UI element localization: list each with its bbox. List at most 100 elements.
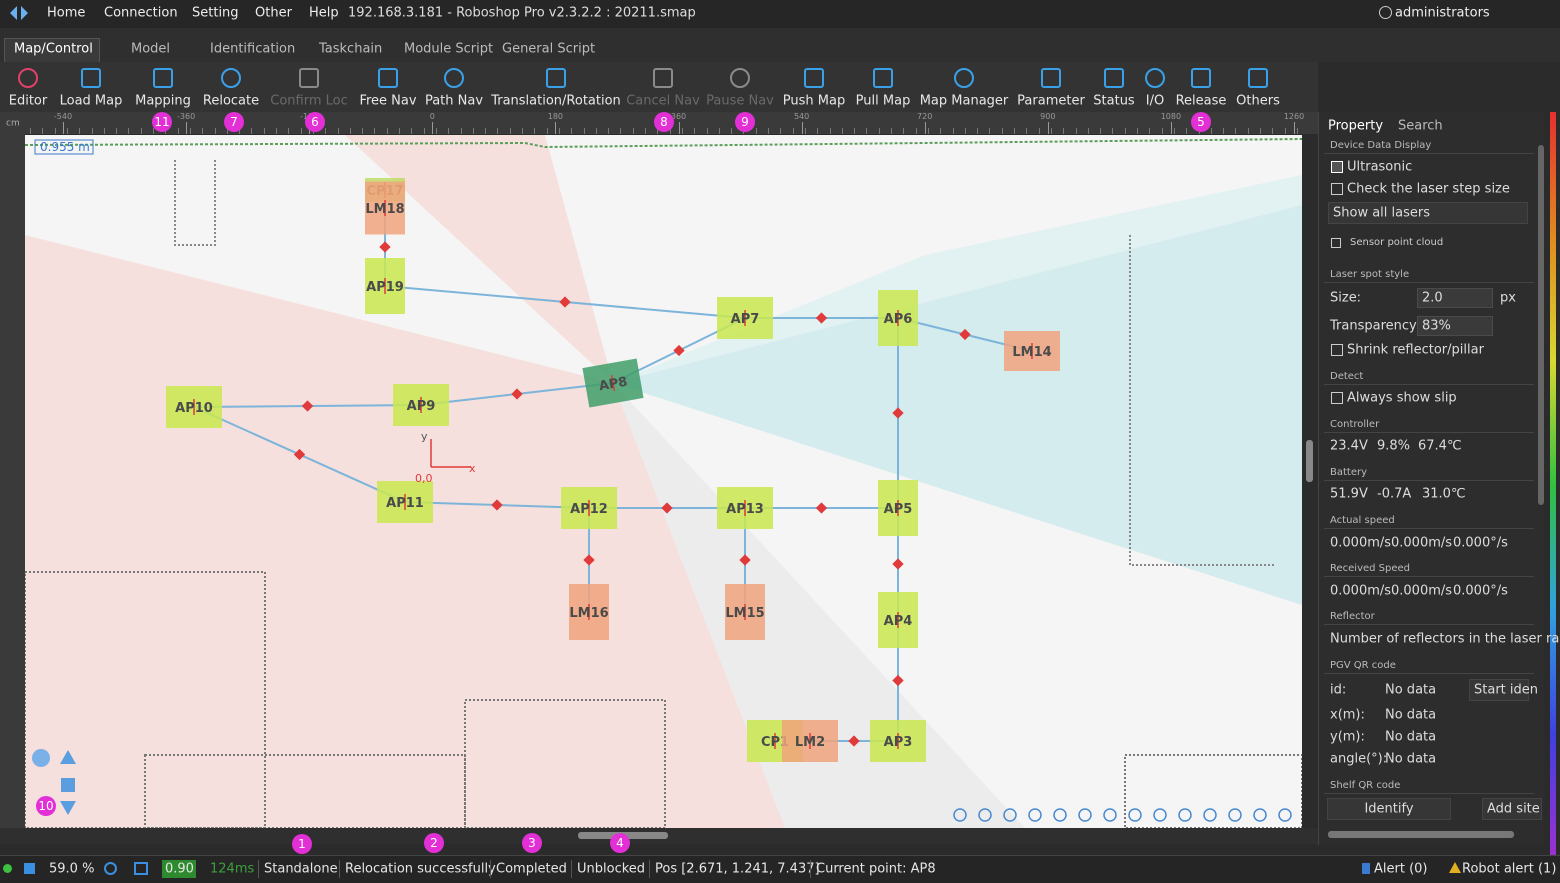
v-scroll-thumb[interactable] bbox=[1306, 440, 1313, 482]
map-node[interactable]: AP5 bbox=[878, 480, 918, 536]
map-node[interactable]: LM14 bbox=[1004, 331, 1060, 371]
toolbar-button[interactable]: Path Nav bbox=[424, 93, 484, 109]
toolbar-icon[interactable] bbox=[1041, 68, 1061, 88]
checkbox-label[interactable]: Ultrasonic bbox=[1347, 159, 1413, 175]
map-node[interactable]: AP13 bbox=[717, 487, 773, 529]
checkbox-label[interactable]: Sensor point cloud bbox=[1350, 237, 1444, 248]
dropdown[interactable] bbox=[1417, 316, 1493, 336]
toolbar-icon bbox=[730, 68, 750, 88]
ruler-minor-tick bbox=[829, 128, 831, 134]
toolbar-button[interactable]: Translation/Rotation bbox=[491, 93, 621, 109]
tab[interactable]: Map/Control bbox=[14, 41, 93, 57]
toolbar-button[interactable]: Map Manager bbox=[919, 93, 1009, 109]
map-node[interactable]: AP19 bbox=[365, 258, 405, 314]
ruler-minor-tick bbox=[1149, 128, 1151, 134]
readout-value: 31.0℃ bbox=[1422, 486, 1466, 502]
panel-button[interactable]: Start iden bbox=[1474, 682, 1538, 698]
map-node[interactable]: LM16 bbox=[569, 584, 609, 640]
checkbox[interactable] bbox=[1331, 161, 1343, 173]
map-canvas[interactable]: 0.955 mCP17LM18AP19AP7AP6LM14AP8AP10AP9A… bbox=[25, 135, 1302, 828]
field-value[interactable]: 83% bbox=[1422, 318, 1451, 334]
toolbar-icon[interactable] bbox=[546, 68, 566, 88]
panel-button[interactable]: Add site bbox=[1487, 801, 1540, 817]
checkbox-label[interactable]: Shrink reflector/pillar bbox=[1347, 342, 1484, 358]
toolbar-icon[interactable] bbox=[1191, 68, 1211, 88]
checkbox-label[interactable]: Check the laser step size bbox=[1347, 181, 1510, 197]
wall-outline bbox=[1124, 754, 1302, 828]
panel-h-scroll-thumb[interactable] bbox=[1328, 831, 1514, 838]
toolbar-icon[interactable] bbox=[954, 68, 974, 88]
map-node[interactable]: LM2 bbox=[782, 720, 838, 762]
toolbar-button[interactable]: Mapping bbox=[135, 93, 191, 109]
checkbox-label[interactable]: Always show slip bbox=[1347, 390, 1457, 406]
map-node[interactable]: LM18 bbox=[365, 181, 405, 235]
checkbox[interactable] bbox=[1331, 238, 1341, 248]
checkbox[interactable] bbox=[1331, 392, 1343, 404]
toolbar-icon[interactable] bbox=[221, 68, 241, 88]
user-name[interactable]: administrators bbox=[1395, 5, 1490, 21]
menu-item[interactable]: Help bbox=[309, 5, 339, 21]
toolbar-icon[interactable] bbox=[18, 68, 38, 88]
toolbar-button[interactable]: Relocate bbox=[202, 93, 260, 109]
tab[interactable]: Module Script bbox=[404, 41, 494, 57]
ruler-minor-tick bbox=[362, 128, 364, 134]
button-bg[interactable] bbox=[1327, 798, 1451, 820]
toolbar-icon[interactable] bbox=[153, 68, 173, 88]
panel-tab[interactable]: Property bbox=[1328, 118, 1384, 134]
toolbar-button[interactable]: I/O bbox=[1145, 93, 1165, 109]
toolbar-button[interactable]: Load Map bbox=[59, 93, 123, 109]
button-bg[interactable] bbox=[1328, 202, 1528, 224]
ruler-minor-tick bbox=[435, 128, 437, 134]
toolbar-button[interactable]: Push Map bbox=[782, 93, 846, 109]
ruler-minor-tick bbox=[276, 128, 277, 134]
map-node[interactable]: LM15 bbox=[725, 584, 765, 640]
map-node[interactable]: AP7 bbox=[717, 297, 773, 339]
toolbar-icon[interactable] bbox=[1104, 68, 1124, 88]
map-node[interactable]: AP10 bbox=[166, 386, 222, 428]
map-node[interactable]: AP8 bbox=[582, 358, 644, 408]
tab[interactable]: Model bbox=[131, 41, 171, 57]
toolbar-icon[interactable] bbox=[1145, 68, 1165, 88]
button-bg[interactable] bbox=[1469, 679, 1529, 701]
tab[interactable]: Identification bbox=[210, 41, 296, 57]
checkbox[interactable] bbox=[1331, 344, 1343, 356]
toolbar-button[interactable]: Release bbox=[1175, 93, 1227, 109]
map-node[interactable]: AP4 bbox=[878, 592, 918, 648]
toolbar-icon[interactable] bbox=[1248, 68, 1268, 88]
toolbar-icon[interactable] bbox=[444, 68, 464, 88]
toolbar-icon[interactable] bbox=[81, 68, 101, 88]
checkbox[interactable] bbox=[1331, 183, 1343, 195]
badge-bg bbox=[610, 833, 630, 853]
toolbar-button[interactable]: Others bbox=[1236, 93, 1280, 109]
map-node[interactable]: AP12 bbox=[561, 487, 617, 529]
field-value[interactable]: 2.0 bbox=[1422, 290, 1443, 306]
map-node[interactable]: AP9 bbox=[393, 384, 449, 426]
map-node[interactable]: AP3 bbox=[870, 720, 926, 762]
panel-button[interactable]: Show all lasers bbox=[1333, 205, 1430, 221]
toolbar-icon[interactable] bbox=[804, 68, 824, 88]
panel-scroll-thumb[interactable] bbox=[1538, 145, 1544, 505]
ruler-minor-tick bbox=[595, 128, 597, 134]
dropdown[interactable] bbox=[1417, 288, 1493, 308]
menu-item[interactable]: Other bbox=[255, 5, 292, 21]
menu-item[interactable]: Setting bbox=[192, 5, 239, 21]
toolbar-button[interactable]: Status bbox=[1093, 93, 1135, 109]
button-bg[interactable] bbox=[1482, 798, 1542, 820]
toolbar-icon[interactable] bbox=[378, 68, 398, 88]
map-node[interactable]: AP11 bbox=[377, 481, 433, 523]
toolbar-button[interactable]: Editor bbox=[8, 93, 48, 109]
menu-item[interactable]: Home bbox=[47, 5, 86, 21]
toolbar-button[interactable]: Pull Map bbox=[855, 93, 911, 109]
ruler-label: 180 bbox=[547, 112, 564, 121]
panel-button[interactable]: Identify bbox=[1364, 801, 1414, 817]
tab[interactable]: Taskchain bbox=[319, 41, 383, 57]
menu-item[interactable]: Connection bbox=[104, 5, 178, 21]
toolbar-icon[interactable] bbox=[873, 68, 893, 88]
badge-bg bbox=[224, 112, 244, 132]
tab[interactable]: General Script bbox=[502, 41, 596, 57]
panel-tab[interactable]: Search bbox=[1398, 118, 1443, 134]
map-node[interactable]: AP6 bbox=[878, 290, 918, 346]
toolbar-button[interactable]: Free Nav bbox=[359, 93, 417, 109]
toolbar-button[interactable]: Parameter bbox=[1017, 93, 1085, 109]
edge-control-point bbox=[959, 328, 971, 341]
